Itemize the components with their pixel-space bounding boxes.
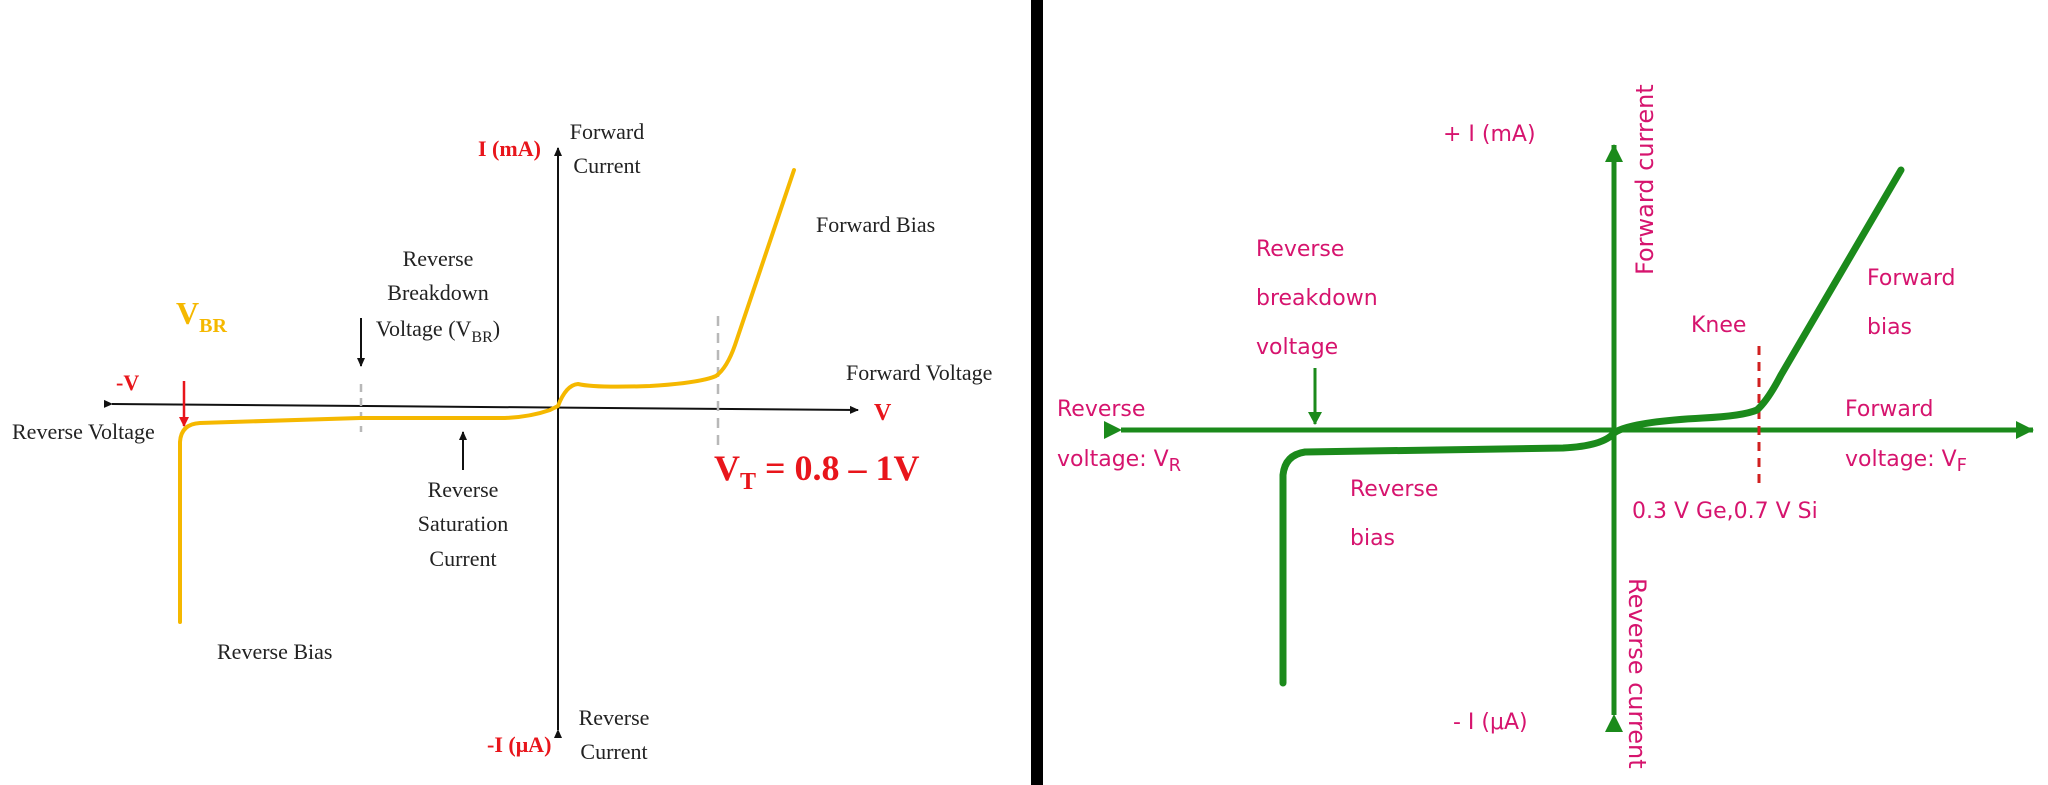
right-iv-diagram: + I (mA) Forward current - I (μA) Revers…: [1043, 0, 2048, 785]
panel-divider: [1031, 0, 1043, 785]
right-x-pos-title-line1: Forward: [1845, 397, 1933, 422]
right-y-pos-unit: + I (mA): [1443, 122, 1536, 147]
left-x-neg-unit: -V: [116, 370, 139, 395]
right-x-neg-title-line1: Reverse: [1057, 397, 1145, 422]
threshold-voltage-label: VT = 0.8 – 1V: [714, 448, 920, 495]
right-y-pos-title: Forward current: [1631, 84, 1659, 275]
forward-bias-label: Forward Bias: [816, 212, 935, 237]
left-y-pos-unit: I (mA): [478, 136, 541, 161]
right-reverse-bias-line1: Reverse: [1350, 477, 1438, 502]
left-iv-curve: [178, 168, 796, 624]
breakdown-label-line3: Voltage (VBR): [376, 316, 500, 346]
right-diagram-canvas: + I (mA) Forward current - I (μA) Revers…: [1057, 84, 2034, 769]
right-reverse-bias-line2: bias: [1350, 526, 1395, 551]
reverse-bias-label: Reverse Bias: [217, 639, 332, 664]
left-x-neg-title: Reverse Voltage: [12, 419, 155, 444]
left-y-neg-title-line1: Reverse: [579, 705, 650, 730]
left-x-pos-unit: V: [874, 400, 892, 426]
left-x-axis: [103, 399, 859, 414]
right-breakdown-line3: voltage: [1256, 335, 1338, 360]
left-y-neg-unit: -I (μA): [487, 732, 551, 757]
right-iv-curve: [1279, 166, 1905, 687]
right-y-neg-title: Reverse current: [1623, 578, 1651, 769]
breakdown-label-line1: Reverse: [403, 246, 474, 271]
saturation-label-line1: Reverse: [428, 477, 499, 502]
left-x-pos-title: Forward Voltage: [846, 360, 992, 385]
left-y-neg-title-line2: Current: [580, 739, 647, 764]
left-iv-diagram: I (mA) Forward Current -I (μA) Reverse C…: [12, 119, 992, 764]
vbr-label: VBR: [176, 295, 227, 337]
right-forward-bias-line2: bias: [1867, 315, 1912, 340]
threshold-label: 0.3 V Ge,0.7 V Si: [1632, 499, 1818, 524]
right-breakdown-line1: Reverse: [1256, 237, 1344, 262]
left-diagram-canvas: I (mA) Forward Current -I (μA) Reverse C…: [12, 119, 992, 764]
left-y-pos-title-line1: Forward: [570, 119, 645, 144]
right-x-neg-title-line2: voltage: VR: [1057, 447, 1181, 476]
right-breakdown-line2: breakdown: [1256, 286, 1378, 311]
breakdown-label-line2: Breakdown: [387, 280, 488, 305]
saturation-label-line2: Saturation: [418, 511, 508, 536]
left-y-pos-title-line2: Current: [573, 153, 640, 178]
right-x-pos-title-line2: voltage: VF: [1845, 447, 1967, 476]
saturation-label-line3: Current: [429, 546, 496, 571]
right-forward-bias-line1: Forward: [1867, 266, 1955, 291]
knee-label: Knee: [1691, 313, 1746, 338]
right-y-neg-unit: - I (μA): [1453, 710, 1528, 735]
